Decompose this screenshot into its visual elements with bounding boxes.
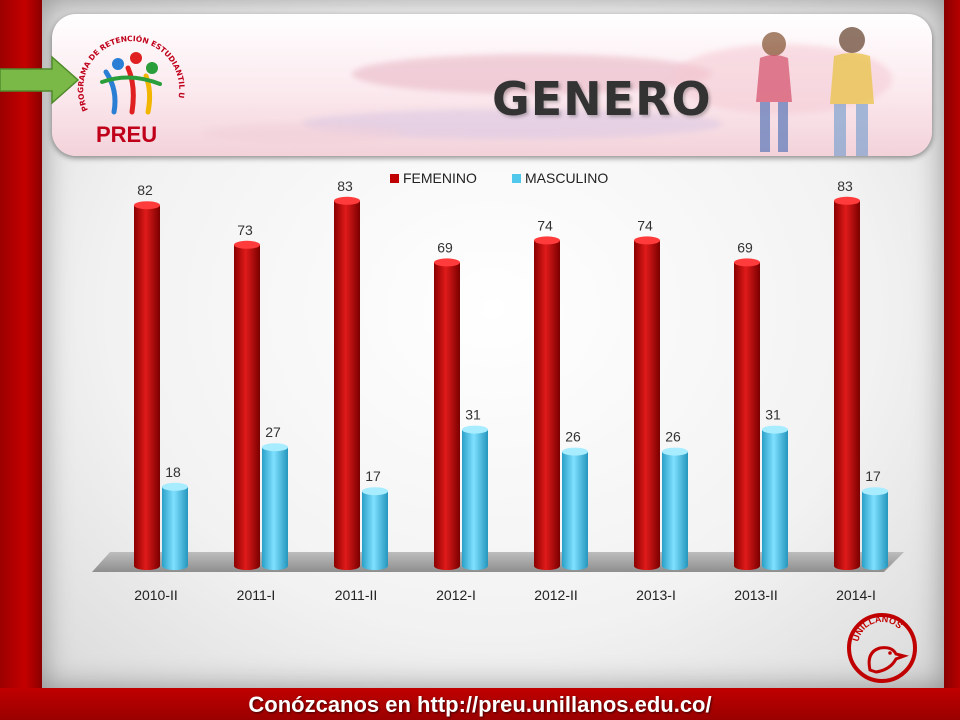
- footer-bar: [0, 688, 960, 720]
- footer-text: Conózcanos en http://preu.unillanos.edu.…: [248, 692, 712, 717]
- bar-masculino-2010-II: [162, 482, 188, 570]
- legend-swatch: [390, 174, 399, 183]
- data-label: 17: [365, 468, 381, 484]
- x-tick-label: 2011-II: [335, 587, 378, 603]
- data-label: 26: [565, 429, 581, 445]
- slide-frame-right: [944, 0, 960, 720]
- data-label: 26: [665, 429, 681, 445]
- unillanos-logo-text: UNILLANOS: [850, 614, 904, 643]
- bar-masculino-2012-I: [462, 425, 488, 570]
- svg-text:UNILLANOS: UNILLANOS: [850, 614, 904, 643]
- legend-swatch: [512, 174, 521, 183]
- legend-label: MASCULINO: [525, 170, 608, 186]
- bar-masculino-2013-II: [762, 425, 788, 570]
- data-label: 74: [637, 217, 653, 233]
- data-label: 74: [537, 217, 553, 233]
- data-label: 27: [265, 424, 281, 440]
- bar-masculino-2013-I: [662, 447, 688, 570]
- data-label: 31: [765, 407, 781, 423]
- bar-femenino-2014-I: [834, 196, 860, 570]
- legend-item-masculino: MASCULINO: [512, 170, 608, 186]
- chart-floor: [92, 552, 904, 572]
- x-tick-label: 2013-II: [734, 587, 778, 603]
- arrow-icon: [0, 55, 80, 105]
- slide-frame-left: [0, 0, 42, 720]
- bar-masculino-2014-I: [862, 487, 888, 570]
- data-label: 69: [737, 239, 753, 255]
- bar-femenino-2010-II: [134, 201, 160, 570]
- page-title: GENERO: [492, 72, 712, 126]
- x-tick-label: 2013-I: [636, 587, 676, 603]
- bar-masculino-2011-I: [262, 443, 288, 570]
- bar-femenino-2011-I: [234, 240, 260, 570]
- bar-femenino-2011-II: [334, 196, 360, 570]
- header-banner: GENERO: [52, 14, 932, 156]
- data-label: 82: [137, 182, 153, 198]
- data-label: 31: [465, 407, 481, 423]
- data-label: 18: [165, 464, 181, 480]
- data-label: 69: [437, 239, 453, 255]
- legend-label: FEMENINO: [403, 170, 477, 186]
- x-tick-label: 2012-I: [436, 587, 476, 603]
- data-label: 83: [837, 178, 853, 194]
- logo-text: PREU: [96, 122, 157, 147]
- legend-item-femenino: FEMENINO: [390, 170, 477, 186]
- bar-femenino-2013-II: [734, 258, 760, 570]
- x-tick-label: 2011-I: [237, 587, 276, 603]
- x-tick-label: 2012-II: [534, 587, 578, 603]
- data-label: 73: [237, 222, 253, 238]
- bar-femenino-2012-I: [434, 258, 460, 570]
- x-tick-label: 2010-II: [134, 587, 178, 603]
- x-tick-label: 2014-I: [836, 587, 876, 603]
- data-label: 17: [865, 468, 881, 484]
- bar-masculino-2011-II: [362, 487, 388, 570]
- data-label: 83: [337, 178, 353, 194]
- students-illustration: [756, 27, 874, 156]
- bar-femenino-2013-I: [634, 236, 660, 570]
- unillanos-logo: UNILLANOS: [847, 613, 917, 683]
- preu-logo: PROGRAMA DE RETENCIÓN ESTUDIANTIL UNILLA…: [66, 20, 186, 147]
- bar-femenino-2012-II: [534, 236, 560, 570]
- bar-masculino-2012-II: [562, 447, 588, 570]
